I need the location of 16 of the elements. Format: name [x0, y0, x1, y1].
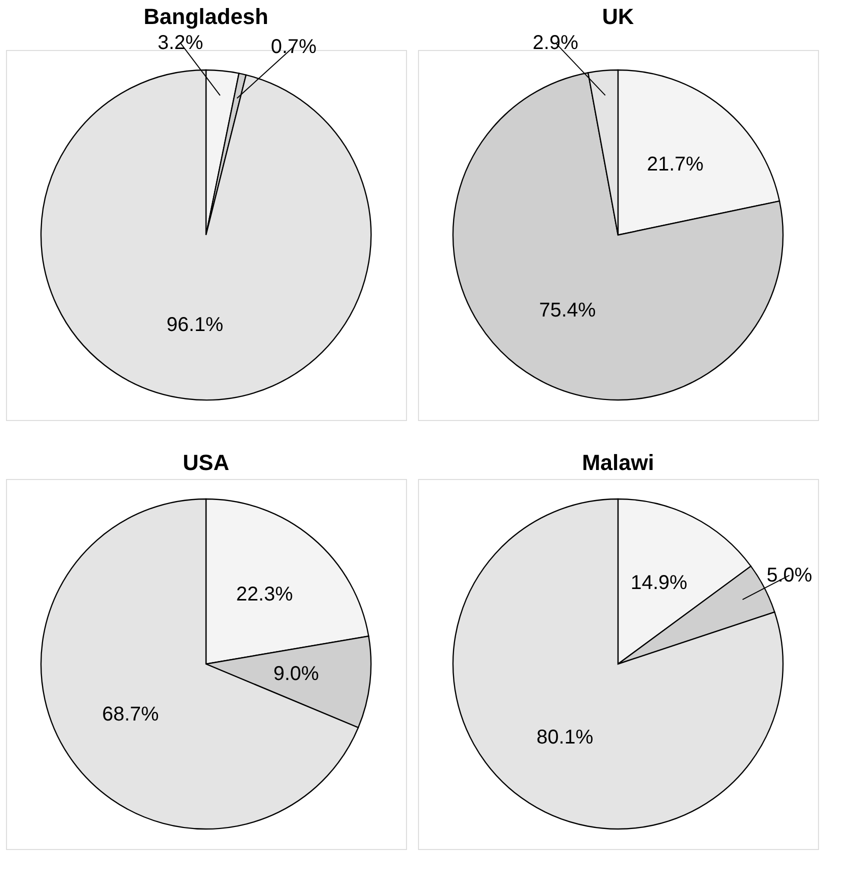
data-label: 21.7% — [646, 154, 704, 176]
chart-title: UK — [602, 4, 634, 29]
data-label: 0.7% — [270, 36, 317, 58]
data-label: 2.9% — [532, 32, 578, 54]
chart-title: USA — [182, 450, 230, 475]
data-label: 68.7% — [102, 703, 160, 726]
data-label: 96.1% — [166, 314, 224, 336]
chart-title: Bangladesh — [144, 4, 268, 29]
data-label: 9.0% — [273, 663, 320, 686]
data-label: 80.1% — [536, 726, 594, 749]
data-label: 22.3% — [236, 584, 294, 606]
data-label: 75.4% — [539, 299, 596, 322]
chart-title: Malawi — [582, 450, 654, 475]
data-label: 3.2% — [158, 32, 204, 54]
data-label: 5.0% — [766, 564, 812, 586]
data-label: 14.9% — [630, 572, 688, 594]
